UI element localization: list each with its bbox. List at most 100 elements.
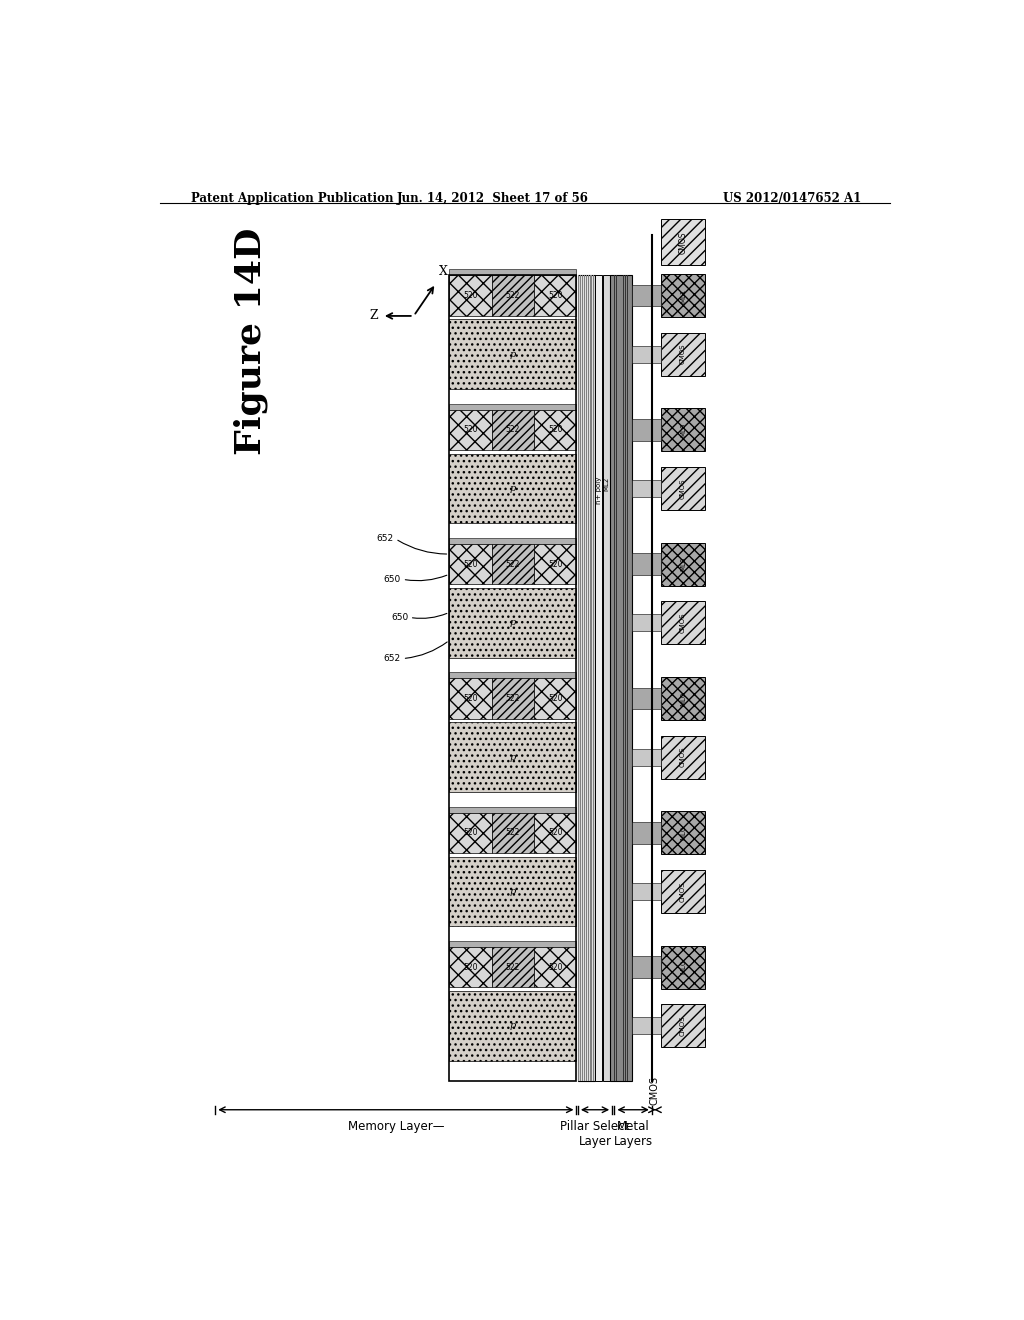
Bar <box>492 813 535 853</box>
Bar <box>578 276 579 1081</box>
Bar <box>492 276 535 315</box>
Text: Figure 14D: Figure 14D <box>233 227 268 455</box>
Text: Patent Application Publication: Patent Application Publication <box>191 191 394 205</box>
Bar <box>492 678 535 718</box>
Bar <box>492 409 535 450</box>
Text: 520: 520 <box>463 290 478 300</box>
Text: 520: 520 <box>463 828 478 837</box>
Text: ML2: ML2 <box>603 477 609 491</box>
Bar <box>632 553 662 574</box>
Text: 520: 520 <box>548 560 562 569</box>
Bar <box>450 946 492 987</box>
Bar <box>662 870 705 913</box>
Text: 520: 520 <box>548 425 562 434</box>
Bar <box>662 812 705 854</box>
Bar <box>578 276 595 1081</box>
Bar <box>662 543 705 586</box>
Text: n+ poly: n+ poly <box>596 477 602 504</box>
Bar <box>632 614 662 631</box>
Text: ML1: ML1 <box>680 288 686 302</box>
Text: ML0: ML0 <box>680 825 686 840</box>
Text: Jun. 14, 2012  Sheet 17 of 56: Jun. 14, 2012 Sheet 17 of 56 <box>397 191 589 205</box>
Bar <box>450 276 577 1081</box>
Text: CMOS: CMOS <box>680 612 686 634</box>
Bar <box>492 946 535 987</box>
Bar <box>450 587 577 657</box>
Text: 522: 522 <box>506 828 520 837</box>
Bar <box>662 219 705 265</box>
Bar <box>535 678 577 718</box>
Text: 520: 520 <box>548 694 562 704</box>
Text: Memory Layer—: Memory Layer— <box>347 1119 444 1133</box>
Bar <box>450 813 492 853</box>
Text: X: X <box>439 265 447 279</box>
Bar <box>585 276 586 1081</box>
Bar <box>450 857 577 927</box>
Bar <box>450 544 492 585</box>
Text: US 2012/0147652 A1: US 2012/0147652 A1 <box>723 191 861 205</box>
Text: Pillar Select
Layer: Pillar Select Layer <box>560 1119 630 1148</box>
Text: p: p <box>510 618 516 627</box>
Text: CMOS: CMOS <box>680 345 686 364</box>
Bar <box>632 822 662 843</box>
Bar <box>662 677 705 719</box>
Bar <box>450 454 577 524</box>
Text: 520: 520 <box>463 962 478 972</box>
Text: CMOS: CMOS <box>680 882 686 902</box>
Bar <box>609 276 632 1081</box>
Text: 650: 650 <box>384 574 401 583</box>
Bar <box>662 735 705 779</box>
Text: 520: 520 <box>548 962 562 972</box>
Text: 520: 520 <box>548 290 562 300</box>
Text: 650: 650 <box>391 612 409 622</box>
Text: 520: 520 <box>463 694 478 704</box>
Text: CMOS: CMOS <box>679 231 688 253</box>
Bar <box>450 807 577 813</box>
Bar <box>587 276 588 1081</box>
Text: 522: 522 <box>506 694 520 704</box>
Bar <box>662 275 705 317</box>
Text: CMOS: CMOS <box>680 478 686 499</box>
Text: 652: 652 <box>384 655 401 663</box>
Bar <box>591 276 592 1081</box>
Text: p: p <box>510 887 516 896</box>
Text: p: p <box>510 1022 516 1031</box>
Text: CMOS: CMOS <box>680 747 686 767</box>
Bar <box>492 544 535 585</box>
Bar <box>535 276 577 315</box>
Bar <box>632 418 662 441</box>
Bar <box>593 276 594 1081</box>
Text: p: p <box>510 350 516 359</box>
Bar <box>535 544 577 585</box>
Bar <box>450 319 577 389</box>
Bar <box>450 269 577 276</box>
Bar <box>535 813 577 853</box>
Bar <box>580 276 581 1081</box>
Text: 520: 520 <box>463 425 478 434</box>
Bar <box>662 602 705 644</box>
Text: ML0: ML0 <box>680 692 686 706</box>
Bar <box>450 722 577 792</box>
Bar <box>535 409 577 450</box>
Bar <box>662 945 705 989</box>
Bar <box>632 480 662 498</box>
Bar <box>632 883 662 900</box>
Text: p: p <box>510 484 516 492</box>
Bar <box>632 1018 662 1035</box>
Bar <box>450 276 492 315</box>
Bar <box>632 748 662 766</box>
Bar <box>632 688 662 709</box>
Bar <box>662 467 705 510</box>
Text: 522: 522 <box>506 560 520 569</box>
Bar <box>662 408 705 451</box>
Text: 520: 520 <box>548 828 562 837</box>
Bar <box>589 276 590 1081</box>
Bar <box>450 409 492 450</box>
Bar <box>582 276 584 1081</box>
Bar <box>632 285 662 306</box>
Bar <box>662 1005 705 1047</box>
Bar <box>450 404 577 409</box>
Text: p: p <box>510 752 516 762</box>
Bar <box>450 539 577 544</box>
Text: 522: 522 <box>506 290 520 300</box>
